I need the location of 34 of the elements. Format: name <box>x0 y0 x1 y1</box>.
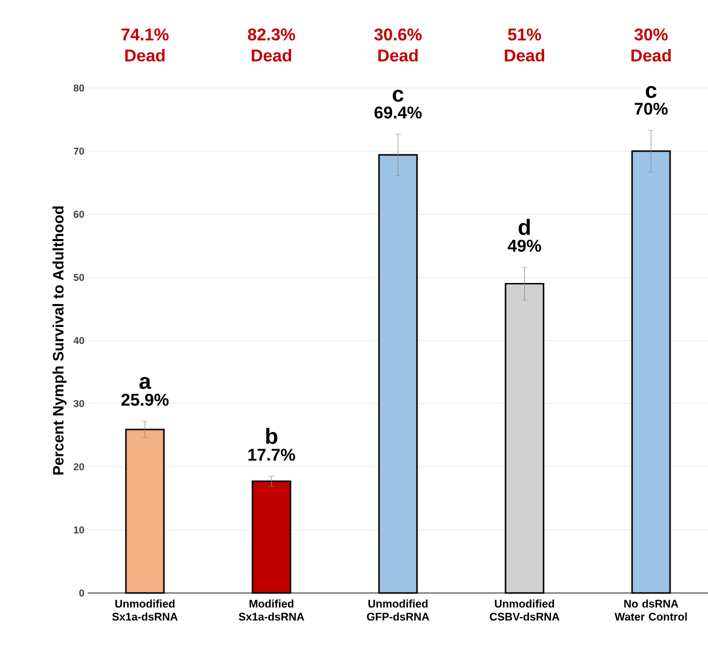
y-tick-label: 60 <box>74 210 84 218</box>
y-tick-label: 40 <box>74 336 84 344</box>
text: 74.1% Dead <box>122 28 169 62</box>
data-label: 69.4% <box>374 106 422 119</box>
text: 30.6% Dead <box>374 28 422 62</box>
x-tick-label: Modified Sx1a-dsRNA <box>238 600 304 621</box>
y-tick-label: 30 <box>74 400 84 408</box>
annotation: a <box>139 376 152 390</box>
annotation: c <box>646 86 657 98</box>
y-axis-title: Percent Nymph Survival to Adulthood <box>52 206 67 475</box>
text: 82.3% Dead <box>248 28 296 62</box>
y-tick-label: 50 <box>74 274 84 281</box>
x-tick-label: Unmodified CSBV-dsRNA <box>490 600 560 621</box>
annotation: c <box>392 90 404 102</box>
y-tick-label: 20 <box>74 463 84 470</box>
y-tick-label: 10 <box>74 526 84 534</box>
text: 51% Dead <box>504 28 544 62</box>
annotation: d <box>518 218 530 236</box>
x-tick-label: Unmodified GFP-dsRNA <box>366 600 430 621</box>
data-label: 17.7% <box>248 448 296 461</box>
bar <box>252 480 292 594</box>
bar <box>125 428 165 594</box>
data-label: 25.9% <box>121 394 169 406</box>
y-tick-label: 0 <box>79 589 84 597</box>
y-tick-label: 70 <box>74 148 84 155</box>
annotation: b <box>266 428 278 444</box>
data-label: 70% <box>634 102 668 115</box>
text: 30% Dead <box>631 28 671 62</box>
bar <box>378 154 418 594</box>
x-tick-label: Unmodified Sx1a-dsRNA <box>112 600 178 621</box>
bar <box>631 150 671 594</box>
x-tick-label: No dsRNA Water Control <box>614 600 687 621</box>
data-label: 49% <box>508 240 542 252</box>
y-tick-label: 80 <box>74 84 84 92</box>
